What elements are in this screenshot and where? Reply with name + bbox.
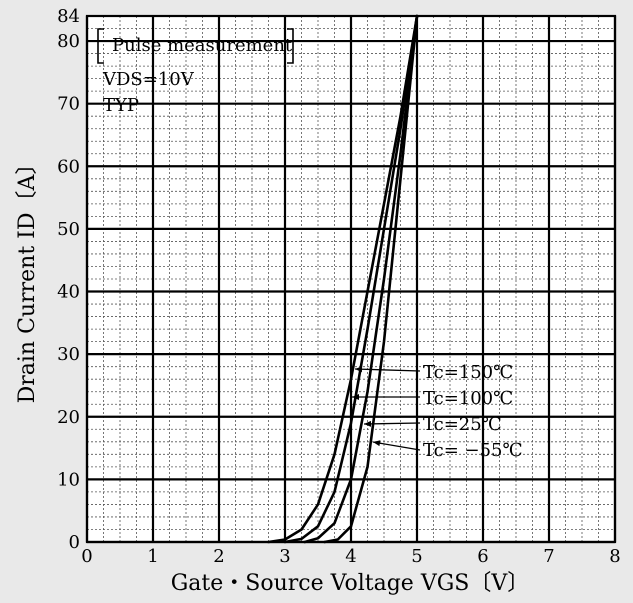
x-tick-label: 3 <box>279 546 290 567</box>
x-tick-label: 5 <box>411 546 422 567</box>
label-layer: 0 1 2 3 4 5 6 7 80102030405060708084Gate・Source … <box>15 6 621 596</box>
legend-arrow-line-1 <box>354 368 421 372</box>
y-tick-label: 60 <box>57 156 80 177</box>
legend-arrow-head-2 <box>352 394 359 400</box>
y-tick-label: 10 <box>57 469 80 490</box>
x-tick-label: 0 <box>81 546 92 567</box>
typ-label: TYP <box>103 95 139 116</box>
y-axis-label: Drain Current ID〔A〕 <box>15 153 40 404</box>
y-tick-label: 84 <box>57 6 80 27</box>
legend-arrow-head-1 <box>355 366 363 373</box>
annotation-bracket-right <box>287 28 294 64</box>
y-tick-label: 20 <box>57 407 80 428</box>
x-tick-label: 1 <box>147 546 158 567</box>
x-tick-label: 2 <box>213 546 224 567</box>
legend-arrow-head-4 <box>373 440 381 447</box>
legend-label-3: Tc=25℃ <box>423 414 502 435</box>
y-tick-label: 70 <box>57 94 80 115</box>
series-layer <box>267 14 419 544</box>
y-tick-label: 30 <box>57 344 80 365</box>
x-axis-label: Gate・Source Voltage VGS〔V〕 <box>171 571 530 596</box>
legend-arrow-line-4 <box>372 441 421 451</box>
x-tick-label: 7 <box>543 546 554 567</box>
y-tick-label: 0 <box>69 532 80 553</box>
series-line-2 <box>283 14 419 544</box>
legend-arrow-head-3 <box>364 420 372 427</box>
y-tick-label: 80 <box>57 31 80 52</box>
annotation-bracket-left <box>97 28 104 64</box>
axes-layer <box>85 14 617 544</box>
legend-layer: Tc=150℃ Tc=100℃ Tc=25℃ Tc= −55℃ <box>352 362 523 461</box>
legend-arrow-line-3 <box>363 422 421 425</box>
grid-layer <box>85 15 617 544</box>
legend-label-1: Tc=150℃ <box>423 362 513 383</box>
vds-label: VDS=10V <box>102 69 195 90</box>
series-line-1 <box>267 14 419 544</box>
legend-label-2: Tc=100℃ <box>423 388 513 409</box>
annotation-layer: Pulse measurement VDS=10V TYP <box>97 28 294 116</box>
legend-label-4: Tc= −55℃ <box>423 440 523 461</box>
pulse-measurement-label: Pulse measurement <box>112 35 293 56</box>
series-line-4 <box>323 14 419 544</box>
x-tick-label: 8 <box>609 546 620 567</box>
y-tick-label: 40 <box>57 282 80 303</box>
x-tick-label: 6 <box>477 546 488 567</box>
series-line-3 <box>303 14 419 544</box>
x-tick-label: 4 <box>345 546 356 567</box>
y-tick-label: 50 <box>57 219 80 240</box>
